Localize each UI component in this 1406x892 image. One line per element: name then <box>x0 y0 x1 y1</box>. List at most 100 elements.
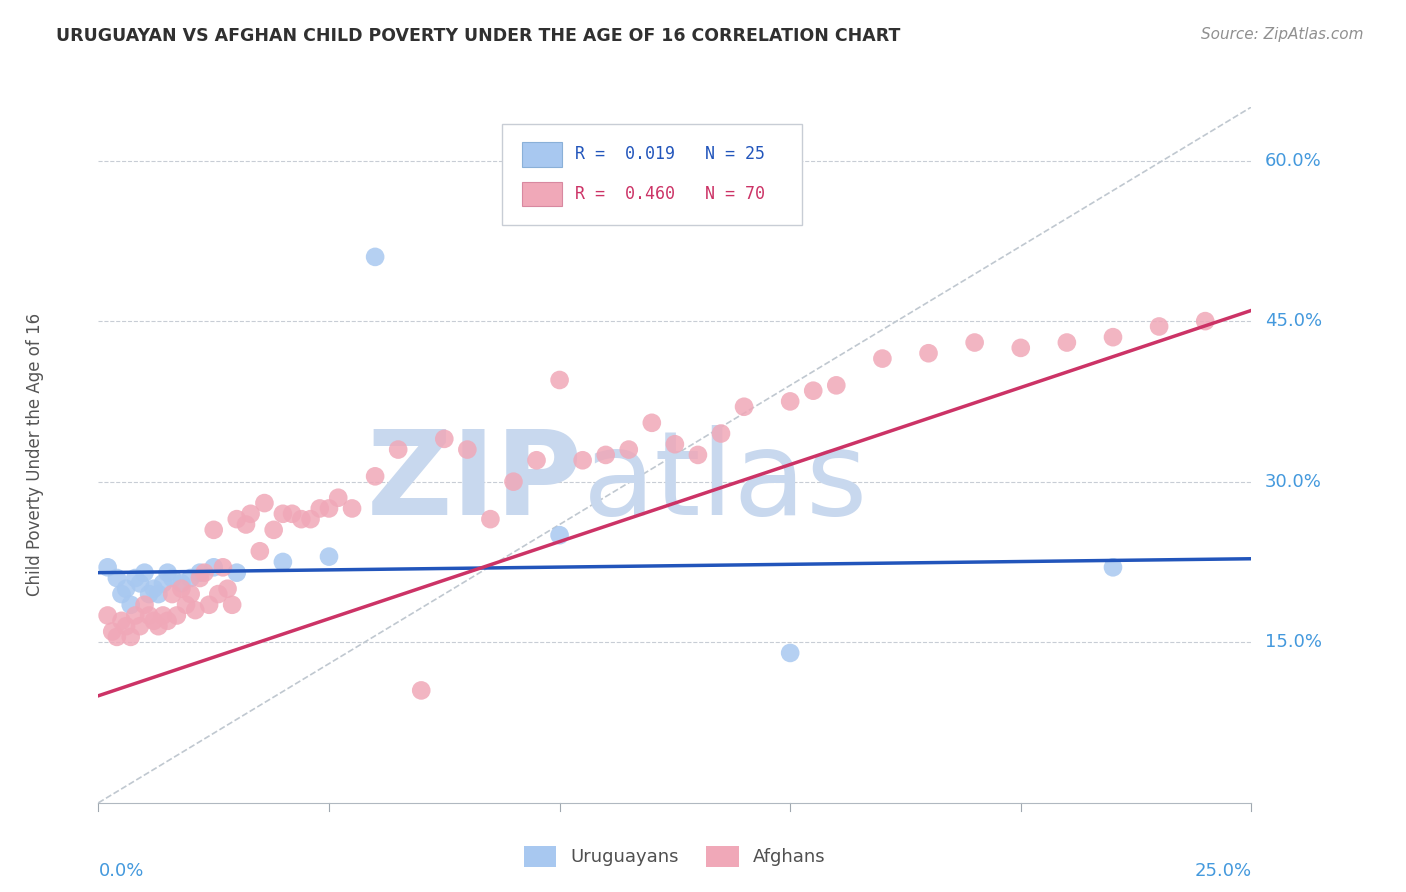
Text: Child Poverty Under the Age of 16: Child Poverty Under the Age of 16 <box>25 313 44 597</box>
Point <box>249 544 271 558</box>
Point <box>120 630 142 644</box>
Point <box>202 560 225 574</box>
Text: 0.0%: 0.0% <box>98 862 143 880</box>
Point <box>142 582 165 596</box>
Point <box>212 560 235 574</box>
Point <box>207 587 229 601</box>
Point <box>134 566 156 580</box>
Point <box>801 384 824 398</box>
Point <box>595 448 617 462</box>
Point <box>124 608 146 623</box>
Text: 45.0%: 45.0% <box>1265 312 1322 330</box>
Point <box>456 442 478 457</box>
Point <box>188 566 211 580</box>
Point <box>917 346 939 360</box>
Point <box>235 517 257 532</box>
Point <box>129 619 152 633</box>
Point <box>433 432 456 446</box>
Point <box>710 426 733 441</box>
Legend: Uruguayans, Afghans: Uruguayans, Afghans <box>516 838 834 874</box>
Point <box>779 646 801 660</box>
Point <box>239 507 262 521</box>
Point <box>225 566 247 580</box>
Point <box>387 442 409 457</box>
Point <box>364 250 387 264</box>
Point <box>217 582 239 596</box>
Point <box>872 351 894 366</box>
Point <box>411 683 433 698</box>
Point <box>548 528 571 542</box>
Point <box>193 566 215 580</box>
Text: ZIP: ZIP <box>367 425 582 541</box>
Point <box>281 507 304 521</box>
Point <box>152 608 174 623</box>
Point <box>138 608 160 623</box>
Point <box>641 416 664 430</box>
Point <box>180 571 202 585</box>
Point <box>148 619 170 633</box>
Point <box>188 571 211 585</box>
Point <box>156 614 179 628</box>
Point <box>97 560 120 574</box>
Point <box>664 437 686 451</box>
Text: atlas: atlas <box>582 425 868 541</box>
Point <box>686 448 709 462</box>
Point <box>124 571 146 585</box>
Text: 25.0%: 25.0% <box>1194 862 1251 880</box>
Point <box>364 469 387 483</box>
Text: R =  0.019   N = 25: R = 0.019 N = 25 <box>575 145 765 163</box>
Text: URUGUAYAN VS AFGHAN CHILD POVERTY UNDER THE AGE OF 16 CORRELATION CHART: URUGUAYAN VS AFGHAN CHILD POVERTY UNDER … <box>56 27 901 45</box>
Point <box>170 582 193 596</box>
Point <box>142 614 165 628</box>
Text: Source: ZipAtlas.com: Source: ZipAtlas.com <box>1201 27 1364 42</box>
Point <box>110 587 132 601</box>
Point <box>160 571 183 585</box>
Point <box>180 587 202 601</box>
Point <box>318 549 340 564</box>
Point <box>129 576 152 591</box>
FancyBboxPatch shape <box>522 142 562 167</box>
Point <box>110 614 132 628</box>
Point <box>105 571 128 585</box>
Point <box>138 587 160 601</box>
Point <box>825 378 848 392</box>
Point <box>221 598 243 612</box>
Point <box>120 598 142 612</box>
Point <box>225 512 247 526</box>
Text: 60.0%: 60.0% <box>1265 152 1322 169</box>
Point <box>308 501 330 516</box>
Point <box>160 587 183 601</box>
FancyBboxPatch shape <box>522 182 562 206</box>
Point <box>271 507 294 521</box>
Point <box>1194 314 1216 328</box>
Point <box>526 453 548 467</box>
Point <box>134 598 156 612</box>
Point <box>502 475 524 489</box>
Text: 30.0%: 30.0% <box>1265 473 1322 491</box>
Point <box>115 582 138 596</box>
Point <box>1102 560 1125 574</box>
Point <box>1102 330 1125 344</box>
Point <box>253 496 276 510</box>
Point <box>174 598 197 612</box>
Point <box>101 624 124 639</box>
Point <box>1147 319 1170 334</box>
Point <box>202 523 225 537</box>
Point <box>328 491 350 505</box>
Text: R =  0.460   N = 70: R = 0.460 N = 70 <box>575 185 765 203</box>
Point <box>97 608 120 623</box>
Point <box>166 608 188 623</box>
Point <box>271 555 294 569</box>
Point <box>548 373 571 387</box>
Point <box>1010 341 1032 355</box>
Point <box>733 400 755 414</box>
Point <box>1056 335 1078 350</box>
Point <box>299 512 322 526</box>
Point <box>479 512 502 526</box>
Point <box>290 512 312 526</box>
Point <box>963 335 986 350</box>
Point <box>105 630 128 644</box>
Point <box>318 501 340 516</box>
Point <box>571 453 593 467</box>
Point <box>617 442 640 457</box>
